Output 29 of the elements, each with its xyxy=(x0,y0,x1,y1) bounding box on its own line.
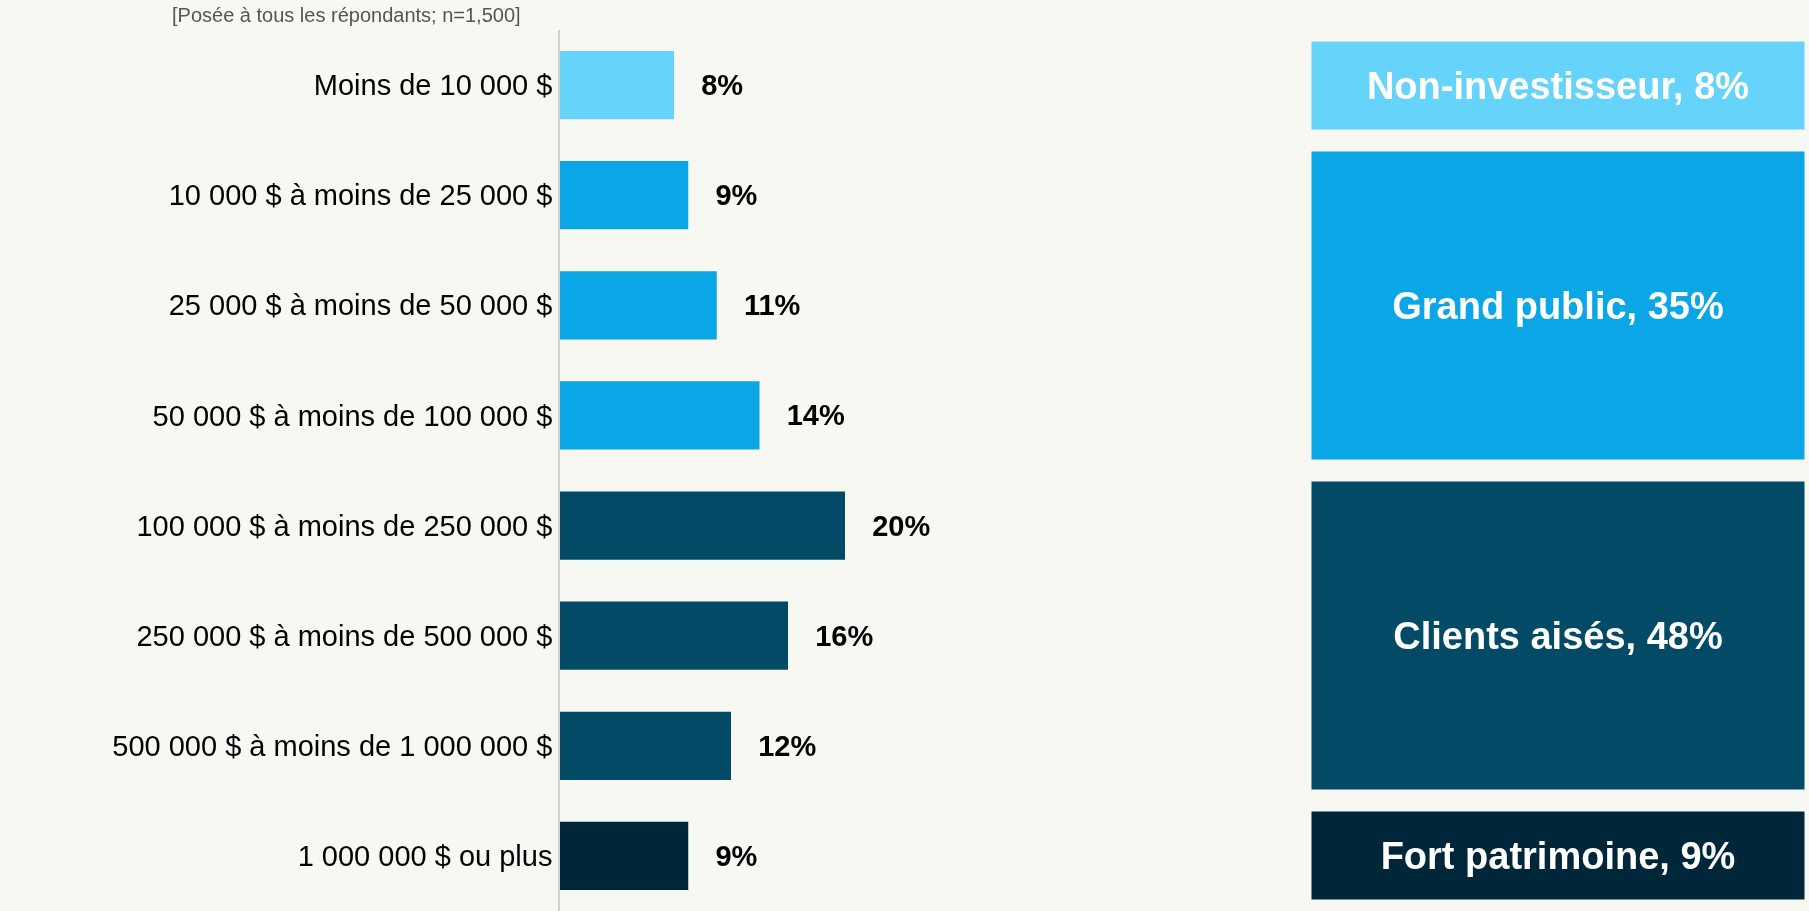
y-tick-label: Moins de 10 000 $ xyxy=(313,69,553,102)
bar xyxy=(560,491,845,560)
data-label: 16% xyxy=(815,619,874,652)
bar xyxy=(560,711,731,780)
text: Grand public, 35% xyxy=(1392,284,1724,327)
y-tick-label: 100 000 $ à moins de 250 000 $ xyxy=(136,509,553,542)
data-label: 11% xyxy=(743,289,801,322)
text: [Posée à tous les répondants; n=1,500] xyxy=(172,4,521,26)
data-label: 14% xyxy=(786,399,845,432)
text: Non-investisseur, 8% xyxy=(1366,64,1750,107)
bar xyxy=(560,161,689,230)
bar xyxy=(560,50,674,120)
data-label: 8% xyxy=(701,69,744,102)
text: Fort patrimoine, 9% xyxy=(1380,834,1736,877)
text: Clients aisés, 48% xyxy=(1393,614,1723,657)
data-label: 9% xyxy=(715,839,758,872)
y-tick-label: 50 000 $ à moins de 100 000 $ xyxy=(152,399,553,432)
data-label: 20% xyxy=(872,509,931,542)
data-label: 9% xyxy=(715,179,758,212)
y-tick-label: 25 000 $ à moins de 50 000 $ xyxy=(168,289,553,322)
bar xyxy=(560,821,689,891)
y-tick-label: 10 000 $ à moins de 25 000 $ xyxy=(168,179,553,212)
data-label: 12% xyxy=(758,729,817,762)
bar xyxy=(560,271,717,340)
y-tick-label: 250 000 $ à moins de 500 000 $ xyxy=(136,619,553,652)
bar xyxy=(560,601,788,670)
y-tick-label: 500 000 $ à moins de 1 000 000 $ xyxy=(112,729,553,762)
bar xyxy=(560,381,760,450)
y-tick-label: 1 000 000 $ ou plus xyxy=(297,840,553,873)
